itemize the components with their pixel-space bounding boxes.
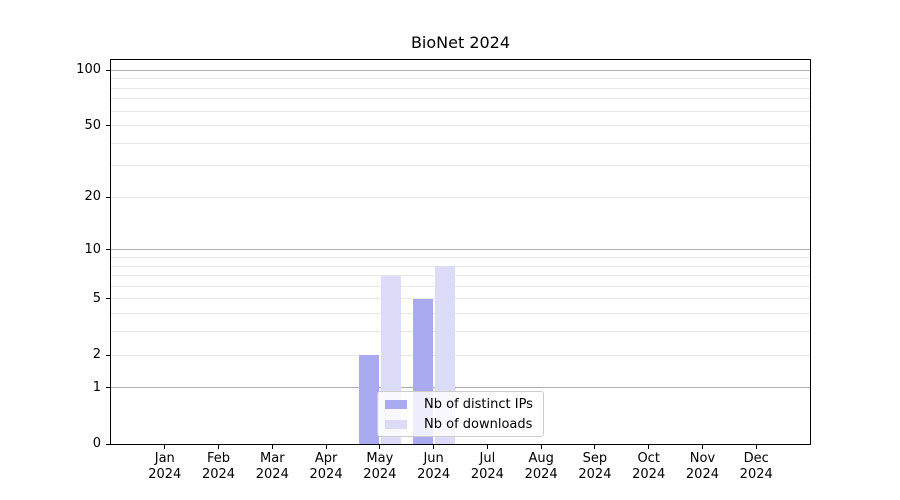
x-tick-label: Sep 2024 [578, 451, 612, 482]
y-gridline-minor [111, 110, 810, 112]
y-gridline-minor [111, 275, 810, 277]
legend-item: Nb of downloads [385, 416, 536, 432]
y-tick-label: 50 [84, 117, 101, 133]
x-tick-mark [648, 445, 650, 449]
x-tick-label: May 2024 [363, 451, 397, 482]
legend-swatch-downloads [385, 419, 407, 429]
x-tick-mark [379, 445, 381, 449]
x-tick-mark [271, 445, 273, 449]
x-tick-label: Mar 2024 [255, 451, 289, 482]
x-tick-mark [486, 445, 488, 449]
y-tick-mark [106, 354, 110, 356]
y-gridline-minor [111, 87, 810, 89]
x-tick-mark [540, 445, 542, 449]
legend-swatch-distinct-ips [385, 399, 407, 409]
x-tick-mark [433, 445, 435, 449]
x-tick-label: Oct 2024 [632, 451, 666, 482]
y-tick-label: 20 [84, 189, 101, 205]
y-tick-label: 5 [92, 290, 101, 306]
x-tick-label: Jul 2024 [470, 451, 504, 482]
x-tick-label: Apr 2024 [309, 451, 343, 482]
y-gridline-minor [111, 285, 810, 287]
y-gridline-minor [111, 257, 810, 258]
legend: Nb of distinct IPs Nb of downloads [377, 391, 544, 437]
x-tick-mark [164, 445, 166, 449]
y-gridline-minor [111, 196, 810, 198]
x-tick-mark [325, 445, 327, 449]
x-tick-mark [701, 445, 703, 449]
y-gridline-minor [111, 354, 810, 356]
y-gridline-minor [111, 331, 810, 333]
y-tick-mark [106, 443, 110, 445]
y-tick-mark [106, 298, 110, 300]
y-gridline-minor [111, 78, 810, 80]
x-tick-mark [594, 445, 596, 449]
y-gridline-major [111, 387, 810, 389]
x-tick-label: Jan 2024 [148, 451, 182, 482]
y-tick-mark [106, 125, 110, 127]
x-tick-label: Jun 2024 [417, 451, 451, 482]
plot-border [110, 59, 811, 445]
y-tick-label: 2 [92, 347, 101, 363]
chart-title: BioNet 2024 [410, 33, 511, 52]
y-gridline-minor [111, 298, 810, 300]
y-tick-label: 100 [76, 62, 101, 78]
bar-distinct-ips-may [358, 355, 379, 444]
x-tick-label: Dec 2024 [739, 451, 773, 482]
legend-label: Nb of distinct IPs [424, 396, 533, 412]
x-tick-label: Feb 2024 [201, 451, 236, 482]
y-gridline-major [111, 69, 810, 71]
y-gridline-minor [111, 98, 810, 100]
legend-label: Nb of downloads [424, 416, 533, 432]
y-tick-label: 1 [92, 379, 101, 395]
x-tick-label: Aug 2024 [524, 451, 558, 482]
legend-item: Nb of distinct IPs [385, 396, 536, 412]
x-tick-label: Nov 2024 [685, 451, 719, 482]
y-tick-mark [106, 249, 110, 251]
x-tick-mark [755, 445, 757, 449]
y-tick-mark [106, 196, 110, 198]
y-gridline-minor [111, 313, 810, 315]
y-gridline-major [111, 249, 810, 251]
y-gridline-minor [111, 165, 810, 167]
y-gridline-minor [111, 265, 810, 267]
x-tick-mark [218, 445, 220, 449]
y-tick-label: 10 [84, 241, 101, 257]
y-tick-mark [106, 387, 110, 389]
y-gridline-minor [111, 142, 810, 144]
y-tick-label: 0 [92, 436, 101, 451]
y-gridline-minor [111, 125, 810, 127]
y-tick-mark [106, 69, 110, 71]
